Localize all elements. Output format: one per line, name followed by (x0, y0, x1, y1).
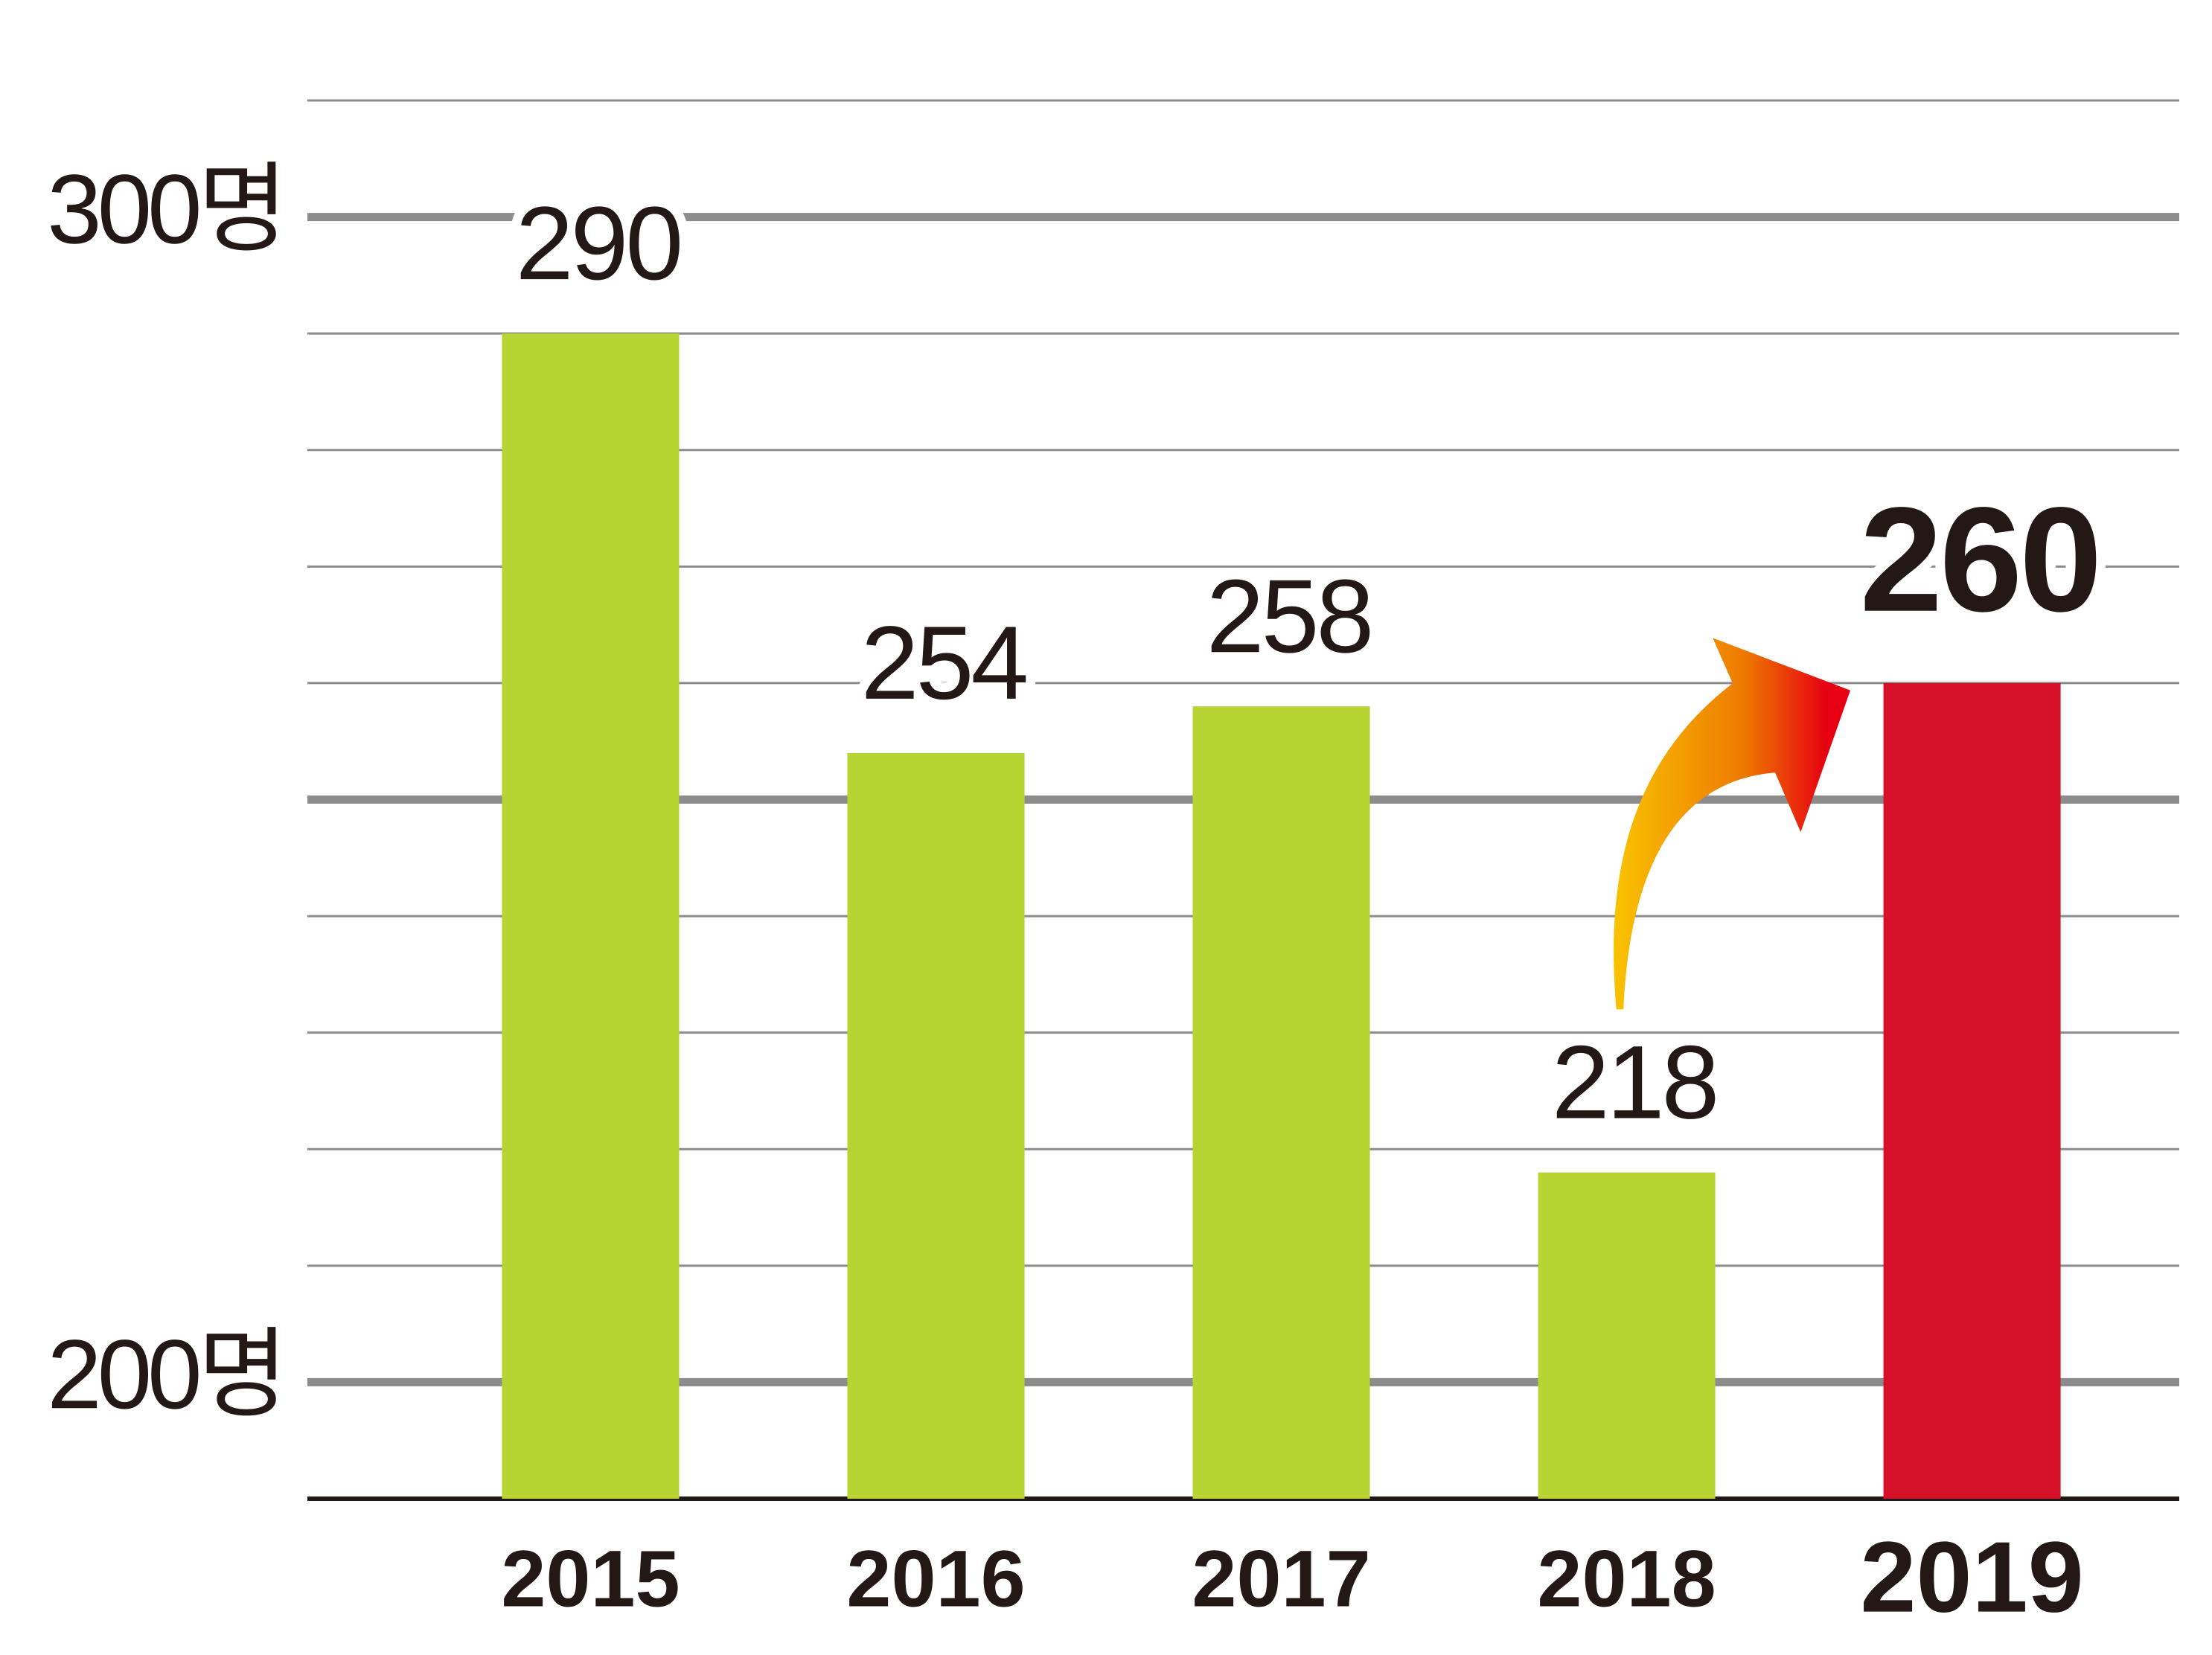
labels: 200명 300명 290 2015 254 2016 258 2017 218 2018 260 2… (47, 154, 2112, 1633)
value-label: 290 (516, 185, 681, 301)
value-label: 254 (861, 604, 1026, 721)
x-tick-label: 2015 (501, 1534, 680, 1624)
bar (502, 333, 680, 1499)
y-tick-label: 300명 (47, 154, 284, 263)
bar (1883, 682, 2061, 1499)
bar (1538, 1172, 1716, 1499)
arrow-shape (1614, 638, 1851, 1010)
value-label: 260 (1860, 477, 2100, 643)
trend-arrow (1614, 638, 1851, 1010)
bars (502, 333, 2061, 1499)
bar (1192, 706, 1370, 1499)
x-tick-label: 2018 (1537, 1534, 1716, 1624)
x-tick-label: 2017 (1192, 1534, 1370, 1624)
x-tick-label: 2019 (1860, 1521, 2083, 1633)
value-label: 258 (1206, 557, 1372, 674)
y-tick-label: 200명 (47, 1319, 284, 1429)
bar (847, 752, 1025, 1499)
value-label: 218 (1552, 1024, 1717, 1141)
x-tick-label: 2016 (846, 1534, 1025, 1624)
